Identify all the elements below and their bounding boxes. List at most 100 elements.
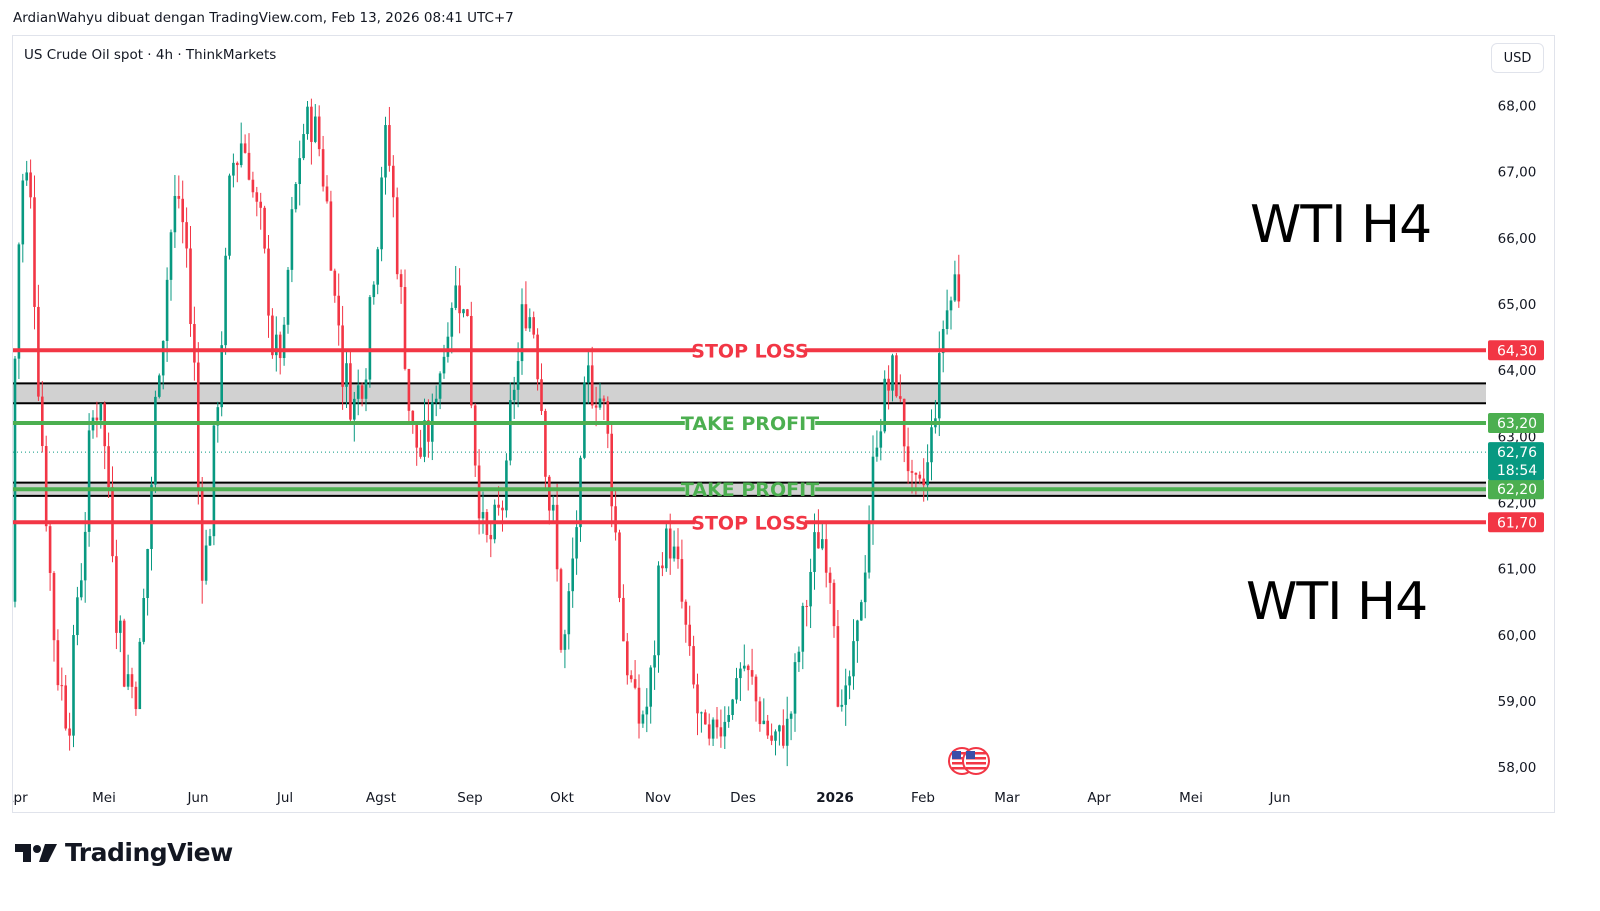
candle-body [501,507,504,511]
zone-rect-0 [13,383,1486,404]
y-tick-label: 61,00 [1498,562,1537,578]
candle-body [579,457,582,528]
candle-body [329,201,333,271]
candle-body [590,365,594,406]
flag-canton [966,751,975,759]
candle-body [306,106,309,135]
candle-body [489,534,493,540]
candle-body [470,315,473,406]
candle-body [122,620,126,687]
x-tick-label: Okt [550,790,574,806]
candle-body [473,405,477,466]
candle-body [774,731,777,741]
level-badge-3-label: 61,70 [1497,515,1537,531]
tradingview-logo[interactable]: TradingView [15,838,233,867]
zone-rect-1 [13,482,1486,496]
candle-body [622,597,625,642]
level-badge-0-label: 64,30 [1497,343,1537,359]
candle-body [555,504,559,570]
candle-body [754,676,758,702]
candle-body [83,531,87,581]
candle-body [60,685,64,687]
candle-body [676,546,680,560]
candle-body [594,405,598,408]
level-badge-2-label: 62,20 [1497,482,1537,498]
candle-body [395,197,399,275]
candle-body [481,512,485,519]
candle-body [119,620,122,633]
candle-body [731,699,734,716]
candle-body [52,572,56,641]
candle-body [341,325,344,387]
candle-body [863,572,867,603]
candle-body [505,460,508,511]
candle-body [477,465,481,519]
candle-body [707,724,711,739]
y-tick-label: 66,00 [1498,231,1537,247]
candle-body [263,207,266,249]
candle-body [926,462,929,486]
candle-body [364,379,368,399]
candle-body [282,324,286,359]
x-tick-label: Jul [276,790,293,806]
candle-body [957,274,961,302]
candle-body [458,285,461,314]
currency-button[interactable]: USD [1491,43,1544,73]
candle-body [809,571,812,607]
candle-body [197,362,200,488]
candle-body [953,274,957,301]
candle-body [243,143,247,153]
x-tick-label: 2026 [816,790,854,806]
candle-body [887,378,890,391]
x-tick-label: Mei [92,790,116,806]
candle-body [17,244,21,359]
candle-body [641,714,645,724]
current-price-badge-label: 62,76 [1497,445,1537,461]
candle-body [930,427,933,463]
annotation-title-bottom: WTI H4 [1246,572,1428,632]
candle-body [649,667,652,707]
candle-body [540,379,543,411]
candle-body [200,487,204,581]
candle-body [150,484,153,550]
candle-body [255,192,259,202]
candle-body [423,420,426,457]
candle-body [883,378,886,432]
candle-body [938,353,941,419]
candle-body [310,106,313,142]
level-label-3: STOP LOSS [691,512,808,534]
candle-body [672,546,676,559]
candle-body [626,641,629,676]
flag-stripe [966,752,986,755]
candle-body [509,400,512,461]
candle-body [860,602,863,621]
candle-body [941,328,945,354]
candle-body [173,195,177,233]
x-tick-label: Des [730,790,756,806]
candle-body [711,719,715,739]
candle-body [64,685,67,729]
candle-body [220,345,223,408]
candle-body [704,712,707,725]
candle-body [232,162,235,176]
level-label-2: TAKE PROFIT [681,479,819,501]
candle-body [614,506,617,533]
candle-body [512,389,516,401]
candle-body [899,396,902,399]
candle-body [224,255,227,346]
candle-body [746,665,750,671]
level-label-0: STOP LOSS [691,340,808,362]
candle-body [317,116,321,150]
flag-stripe [952,757,972,760]
candle-body [388,125,391,166]
candle-body [446,336,450,357]
candle-body [637,687,641,724]
candle-body [56,640,60,686]
candle-body [126,674,130,687]
candle-body [801,605,805,652]
level-badge-2-bg [1488,479,1544,500]
candle-body [906,446,910,472]
candle-body [411,410,415,423]
candle-body [789,713,793,719]
